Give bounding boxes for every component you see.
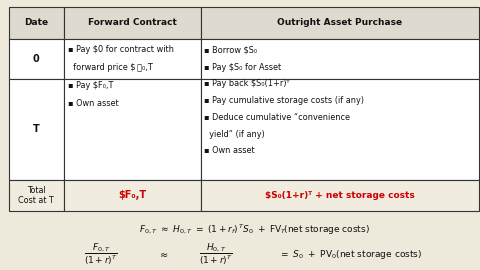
Bar bbox=[9, 180, 64, 211]
Text: $=\ S_0\ +\ \mathrm{PV}_0(\mathrm{net\ storage\ costs})$: $=\ S_0\ +\ \mathrm{PV}_0(\mathrm{net\ s… bbox=[279, 248, 422, 261]
Text: 0: 0 bbox=[33, 53, 40, 64]
Text: $\dfrac{F_{0,T}}{(1+r)^T}$: $\dfrac{F_{0,T}}{(1+r)^T}$ bbox=[84, 242, 118, 267]
Bar bbox=[9, 39, 64, 79]
Bar bbox=[201, 7, 479, 39]
Text: $F₀,T: $F₀,T bbox=[118, 190, 146, 200]
Text: $\dfrac{H_{0,T}}{(1+r)^T}$: $\dfrac{H_{0,T}}{(1+r)^T}$ bbox=[199, 242, 233, 267]
Bar bbox=[64, 180, 201, 211]
Bar bbox=[201, 180, 479, 211]
Bar bbox=[64, 7, 201, 39]
Text: $F_{0,T}\ \approx\ H_{0,T}\ =\ (1+r_f)^{\,T}S_0\ +\ \mathrm{FV}_T\!(\mathrm{net\: $F_{0,T}\ \approx\ H_{0,T}\ =\ (1+r_f)^{… bbox=[139, 223, 370, 237]
Bar bbox=[9, 7, 64, 39]
Bar bbox=[64, 79, 201, 180]
Text: Total
Cost at T: Total Cost at T bbox=[18, 186, 54, 205]
Bar bbox=[9, 79, 64, 180]
Text: T: T bbox=[33, 124, 40, 134]
Text: ▪ Pay $0 for contract with: ▪ Pay $0 for contract with bbox=[68, 45, 174, 55]
Bar bbox=[201, 39, 479, 79]
Text: ▪ Pay $F₀,T: ▪ Pay $F₀,T bbox=[68, 81, 113, 90]
Text: ▪ Pay cumulative storage costs (if any): ▪ Pay cumulative storage costs (if any) bbox=[204, 96, 364, 105]
Text: Outright Asset Purchase: Outright Asset Purchase bbox=[277, 18, 402, 27]
Text: ▪ Deduce cumulative “convenience: ▪ Deduce cumulative “convenience bbox=[204, 113, 350, 122]
Text: ▪ Pay back $S₀(1+r)ᵀ: ▪ Pay back $S₀(1+r)ᵀ bbox=[204, 79, 290, 89]
Text: $\approx$: $\approx$ bbox=[157, 249, 169, 259]
Text: forward price $ Ｆ₀,T: forward price $ Ｆ₀,T bbox=[68, 63, 153, 72]
Text: $S₀(1+r)ᵀ + net storage costs: $S₀(1+r)ᵀ + net storage costs bbox=[265, 191, 415, 200]
Bar bbox=[64, 39, 201, 79]
Text: Date: Date bbox=[24, 18, 48, 27]
Text: Forward Contract: Forward Contract bbox=[88, 18, 177, 27]
Text: ▪ Own asset: ▪ Own asset bbox=[68, 99, 119, 108]
Text: ▪ Own asset: ▪ Own asset bbox=[204, 146, 255, 156]
Text: ▪ Pay $S₀ for Asset: ▪ Pay $S₀ for Asset bbox=[204, 63, 282, 72]
Text: ▪ Borrow $S₀: ▪ Borrow $S₀ bbox=[204, 45, 258, 55]
Text: yield” (if any): yield” (if any) bbox=[204, 130, 265, 139]
Bar bbox=[201, 79, 479, 180]
